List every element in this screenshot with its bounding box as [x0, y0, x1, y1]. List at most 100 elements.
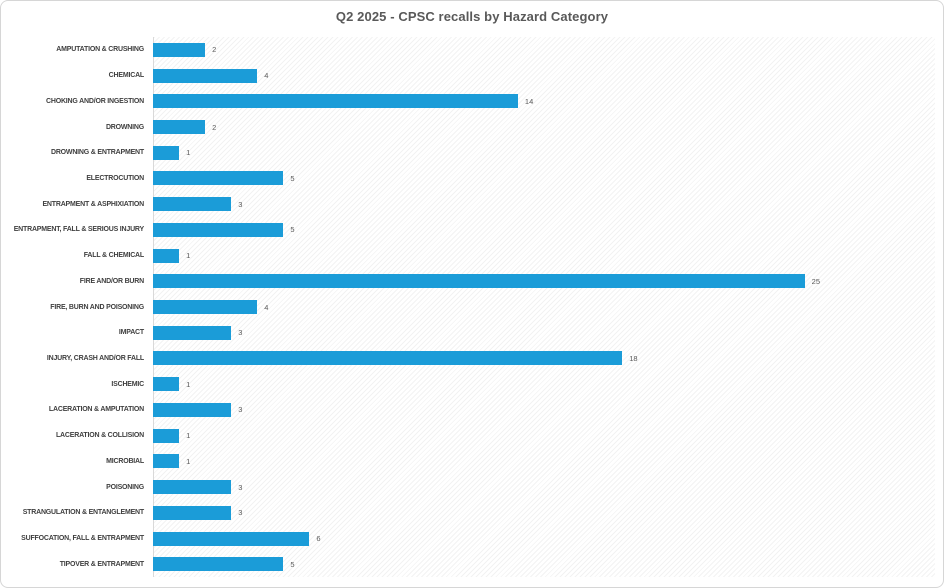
bar: [153, 402, 232, 417]
bar: [153, 531, 310, 546]
bar: [153, 42, 206, 57]
bar-area: 1: [153, 428, 935, 443]
bar: [153, 248, 180, 263]
value-label: 3: [238, 482, 243, 492]
bar-area: 2: [153, 42, 935, 57]
bar-area: 4: [153, 300, 935, 315]
bar-area: 3: [153, 197, 935, 212]
chart-row: LACERATION & AMPUTATION 3: [1, 397, 935, 423]
bar: [153, 222, 284, 237]
category-label: AMPUTATION & CRUSHING: [56, 46, 144, 54]
bar-area: 3: [153, 402, 935, 417]
category-label: TIPOVER & ENTRAPMENT: [59, 560, 144, 568]
value-label: 18: [629, 353, 638, 363]
bar-area: 2: [153, 120, 935, 135]
chart-row: DROWNING 2: [1, 114, 935, 140]
bar-area: 3: [153, 505, 935, 520]
value-label: 25: [811, 276, 820, 286]
chart-row: LACERATION & COLLISION 1: [1, 423, 935, 449]
chart-row: INJURY, CRASH AND/OR FALL 18: [1, 346, 935, 372]
bar-area: 4: [153, 68, 935, 83]
value-label: 1: [186, 379, 191, 389]
chart-row: POISONING 3: [1, 474, 935, 500]
chart-row: FIRE AND/OR BURN 25: [1, 268, 935, 294]
value-label: 1: [186, 431, 191, 441]
chart-row: IMPACT 3: [1, 320, 935, 346]
category-label: DROWNING & ENTRAPMENT: [50, 149, 144, 157]
value-label: 3: [238, 199, 243, 209]
category-label: ISCHEMIC: [111, 380, 144, 388]
value-label: 2: [212, 45, 217, 55]
category-label: LACERATION & COLLISION: [55, 432, 144, 440]
category-label: MICROBIAL: [106, 457, 144, 465]
bar-area: 14: [153, 94, 935, 109]
bar: [153, 325, 232, 340]
chart-row: DROWNING & ENTRAPMENT 1: [1, 140, 935, 166]
category-label: CHEMICAL: [108, 72, 145, 80]
value-label: 3: [238, 508, 243, 518]
bar: [153, 145, 180, 160]
bar-area: 3: [153, 325, 935, 340]
category-label: ENTRAPMENT, FALL & SERIOUS INJURY: [13, 226, 145, 234]
chart-row: STRANGULATION & ENTANGLEMENT 3: [1, 500, 935, 526]
bar-area: 1: [153, 145, 935, 160]
bar: [153, 197, 232, 212]
chart-row: TIPOVER & ENTRAPMENT 5: [1, 551, 935, 577]
chart-row: ISCHEMIC 1: [1, 371, 935, 397]
chart-row: ENTRAPMENT & ASPHIXIATION 3: [1, 191, 935, 217]
category-label: FALL & CHEMICAL: [83, 252, 144, 260]
value-label: 1: [186, 148, 191, 158]
chart-row: AMPUTATION & CRUSHING 2: [1, 37, 935, 63]
value-label: 5: [290, 559, 295, 569]
value-label: 2: [212, 122, 217, 132]
category-label: IMPACT: [118, 329, 144, 337]
bar: [153, 557, 284, 572]
category-label: FIRE, BURN AND POISONING: [50, 303, 144, 311]
value-label: 3: [238, 328, 243, 338]
value-label: 1: [186, 251, 191, 261]
bar: [153, 274, 805, 289]
bar-area: 18: [153, 351, 935, 366]
category-label: POISONING: [106, 483, 144, 491]
bar-area: 1: [153, 377, 935, 392]
chart-row: FALL & CHEMICAL 1: [1, 243, 935, 269]
bar: [153, 454, 180, 469]
bar-area: 5: [153, 171, 935, 186]
chart-row: ELECTROCUTION 5: [1, 166, 935, 192]
bar: [153, 428, 180, 443]
category-label: STRANGULATION & ENTANGLEMENT: [22, 509, 145, 517]
bar-area: 25: [153, 274, 935, 289]
chart-row: SUFFOCATION, FALL & ENTRAPMENT 6: [1, 526, 935, 552]
category-label: FIRE AND/OR BURN: [79, 277, 144, 285]
chart-row: CHOKING AND/OR INGESTION 14: [1, 88, 935, 114]
category-label: ELECTROCUTION: [86, 174, 144, 182]
value-label: 14: [524, 96, 534, 106]
bar: [153, 94, 518, 109]
value-label: 3: [238, 405, 243, 415]
chart-title: Q2 2025 - CPSC recalls by Hazard Categor…: [335, 9, 609, 24]
bar-area: 3: [153, 480, 935, 495]
bar: [153, 351, 623, 366]
value-label: 4: [264, 71, 269, 81]
chart-row: ENTRAPMENT, FALL & SERIOUS INJURY 5: [1, 217, 935, 243]
bar: [153, 377, 180, 392]
bar-area: 5: [153, 557, 935, 572]
bar: [153, 480, 232, 495]
category-label: INJURY, CRASH AND/OR FALL: [46, 354, 144, 362]
category-label: LACERATION & AMPUTATION: [48, 406, 144, 414]
category-label: ENTRAPMENT & ASPHIXIATION: [42, 200, 144, 208]
bar-rows: AMPUTATION & CRUSHING 2 CHEMICAL 4 CHOKI…: [1, 37, 935, 577]
chart-row: MICROBIAL 1: [1, 449, 935, 475]
bar: [153, 505, 232, 520]
category-label: SUFFOCATION, FALL & ENTRAPMENT: [21, 535, 144, 543]
chart-row: FIRE, BURN AND POISONING 4: [1, 294, 935, 320]
bar-area: 5: [153, 222, 935, 237]
bar-area: 1: [153, 454, 935, 469]
plot-area-background: [153, 37, 935, 577]
value-label: 5: [290, 173, 295, 183]
chart-row: CHEMICAL 4: [1, 63, 935, 89]
bar: [153, 120, 206, 135]
value-label: 4: [264, 302, 269, 312]
bar-area: 1: [153, 248, 935, 263]
